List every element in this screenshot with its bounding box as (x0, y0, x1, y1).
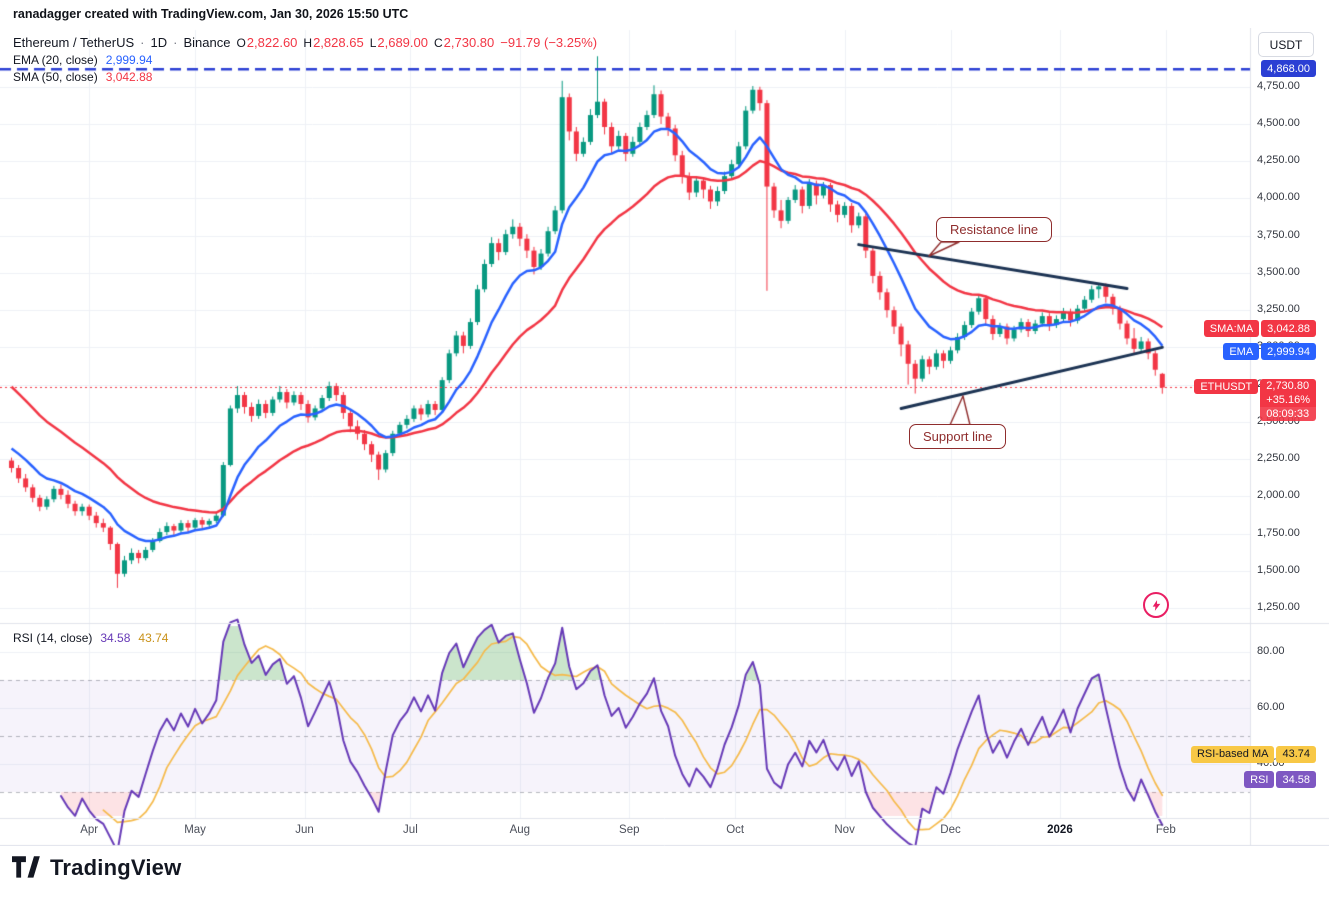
price-tick-label: 2,250.00 (1257, 452, 1300, 465)
ema-legend[interactable]: EMA (20, close) 2,999.94 (13, 53, 597, 67)
time-tick-label: Sep (619, 824, 640, 836)
price-tick-label: 4,500.00 (1257, 117, 1300, 129)
price-tick-label: 4,750.00 (1257, 79, 1300, 92)
tradingview-logo[interactable]: TradingView (12, 855, 181, 881)
change-value: −91.79 (−3.25%) (500, 35, 598, 50)
time-tick-label: Dec (940, 824, 961, 836)
price-tick-label: 3,500.00 (1257, 265, 1300, 278)
rsi-value: 34.58 (100, 631, 131, 645)
sma-price-label: SMA:MA 3,042.88 (1203, 320, 1316, 337)
flash-action-icon[interactable] (1143, 592, 1169, 618)
last-change-pct: +35.16% (1260, 393, 1316, 408)
symbol-legend[interactable]: Ethereum / TetherUS · 1D · Binance O 2,82… (13, 35, 597, 50)
ohlc-low: L 2,689.00 (369, 35, 428, 50)
price-tick-label: 1,250.00 (1257, 601, 1300, 613)
last-price: 2,730.80 (1260, 379, 1316, 394)
time-tick-label: Aug (509, 824, 531, 836)
lightning-icon (1152, 599, 1160, 611)
ema-value: 2,999.94 (105, 53, 153, 67)
rsi-ma-value: 43.74 (138, 631, 169, 645)
tradingview-wordmark: TradingView (50, 855, 182, 880)
chart-legend: Ethereum / TetherUS · 1D · Binance O 2,82… (13, 35, 597, 84)
time-tick-label: 2026 (1047, 824, 1073, 836)
time-tick-label: Jul (403, 824, 418, 836)
tradingview-mark-icon (12, 856, 40, 878)
price-tick-label: 4,250.00 (1257, 154, 1300, 167)
ema-price-label: EMA 2,999.94 (1223, 343, 1316, 361)
sma-label: SMA (50, close) (13, 70, 98, 84)
price-tick-label: 3,750.00 (1257, 228, 1300, 241)
resistance-line-label[interactable]: Resistance line (936, 217, 1053, 242)
sma-value: 3,042.88 (105, 70, 153, 84)
attribution: ranadagger created with TradingView.com,… (13, 7, 409, 21)
rsi-value-label: RSI 34.58 (1244, 771, 1316, 789)
time-tick-label: Feb (1155, 824, 1176, 836)
last-price-label: ETHUSDT 2,730.80 +35.16% 08:09:33 (1194, 379, 1316, 422)
sma-legend[interactable]: SMA (50, close) 3,042.88 (13, 70, 597, 84)
rsi-legend[interactable]: RSI (14, close) 34.58 43.74 (13, 631, 168, 645)
rsi-ma-label: RSI-based MA 43.74 (1190, 745, 1316, 763)
exchange: Binance (183, 35, 231, 50)
time-tick-label: Nov (834, 824, 855, 836)
time-tick-label: Jun (295, 824, 314, 836)
rsi-tick-label: 60.00 (1257, 701, 1285, 713)
price-tick-label: 4,000.00 (1257, 191, 1300, 204)
rsi-tick-label: 80.00 (1257, 645, 1285, 657)
bar-countdown: 08:09:33 (1260, 407, 1316, 422)
ohlc-open: O 2,822.60 (236, 35, 298, 50)
time-tick-label: Oct (726, 824, 745, 836)
ath-price-label: 4,868.00 (1261, 60, 1316, 78)
price-tick-label: 1,500.00 (1257, 563, 1300, 576)
currency-button[interactable]: USDT (1258, 32, 1314, 57)
time-tick-label: Apr (80, 824, 99, 836)
time-tick-label: May (184, 824, 206, 836)
price-tick-label: 1,750.00 (1257, 526, 1300, 539)
ohlc-close: C 2,730.80 (433, 35, 495, 50)
separator: · (140, 35, 145, 50)
support-line-label[interactable]: Support line (909, 424, 1007, 449)
ema-label: EMA (20, close) (13, 53, 98, 67)
ohlc-high: H 2,828.65 (303, 35, 364, 50)
interval: 1D (150, 35, 168, 50)
chart-canvas[interactable] (0, 28, 1329, 846)
price-tick-label: 3,250.00 (1257, 303, 1300, 316)
price-tick-label: 2,000.00 (1257, 489, 1300, 502)
separator: · (173, 35, 178, 50)
symbol-title: Ethereum / TetherUS (13, 35, 135, 50)
rsi-label: RSI (14, close) (13, 631, 93, 645)
